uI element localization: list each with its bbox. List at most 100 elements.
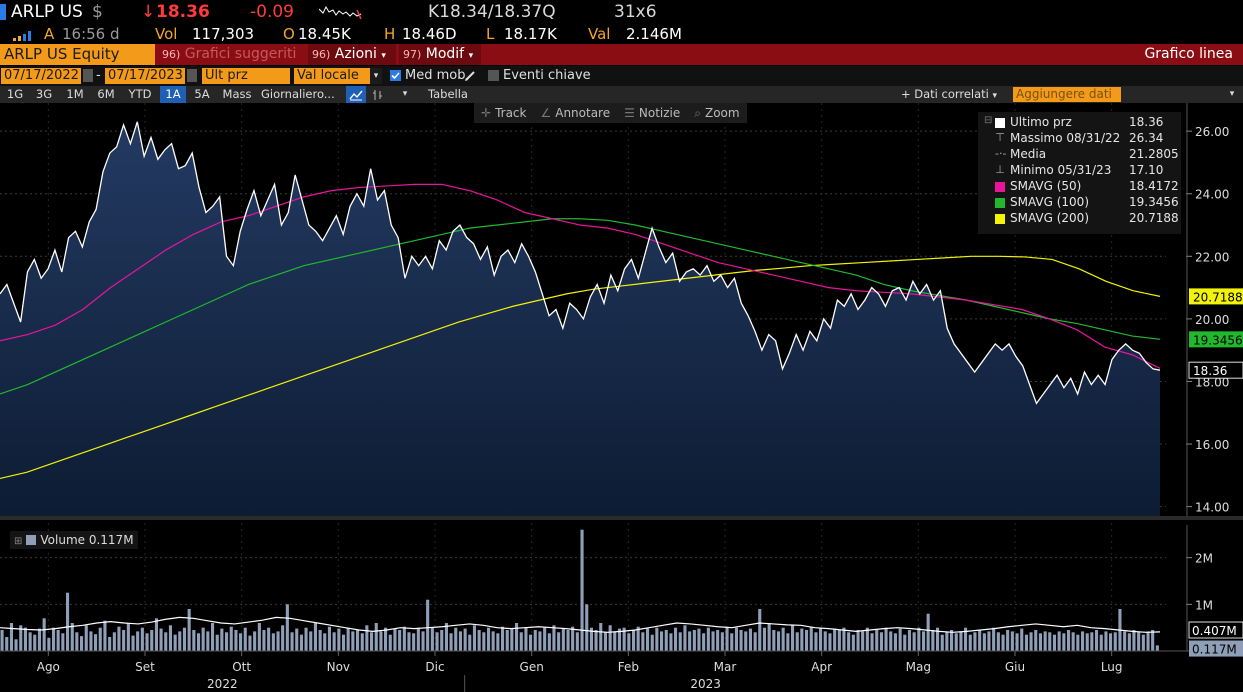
volume-bar bbox=[1137, 632, 1141, 651]
volume-bar bbox=[379, 631, 383, 651]
volume-bar bbox=[1006, 630, 1010, 651]
volume-bar bbox=[889, 631, 893, 651]
volume-bar bbox=[384, 627, 388, 651]
year-label: 2023 bbox=[690, 677, 721, 691]
price-volume-chart[interactable]: 26.00 24.00 22.00 20.00 18.00 16.00 14.00 2M 1M A… bbox=[0, 103, 1243, 692]
volume-bar bbox=[1062, 633, 1066, 651]
legend-row[interactable]: ⊥ Minimo 05/31/23 17.10 bbox=[978, 163, 1181, 179]
volume-bar bbox=[650, 634, 654, 651]
volume-bar bbox=[996, 632, 1000, 651]
volume-bar bbox=[823, 631, 827, 651]
period-max-button[interactable]: Mass bbox=[222, 87, 252, 101]
track-tool[interactable]: ✛ Track bbox=[474, 103, 533, 123]
legend-row[interactable]: SMAVG (50) 18.4172 bbox=[978, 179, 1181, 195]
volume-bar bbox=[211, 623, 215, 651]
pane-divider[interactable] bbox=[0, 516, 1243, 520]
key-events-label[interactable]: Eventi chiave bbox=[503, 68, 591, 83]
related-data-button[interactable]: + Dati correlati ▾ bbox=[897, 86, 1001, 103]
bid-ask-size: 31x6 bbox=[614, 2, 657, 22]
volume-bar bbox=[529, 634, 533, 651]
volume-bar bbox=[257, 623, 261, 651]
volume-bar bbox=[1001, 634, 1005, 651]
volume-bar bbox=[206, 631, 210, 651]
volume-bar bbox=[973, 632, 977, 651]
volume-legend[interactable]: ⊞ Volume 0.117M bbox=[10, 531, 138, 549]
zoom-tool[interactable]: ⌕ Zoom bbox=[687, 103, 746, 123]
start-date-field[interactable]: 07/17/2022 bbox=[1, 68, 81, 84]
pencil-icon[interactable] bbox=[464, 70, 476, 82]
legend-row[interactable]: SMAVG (100) 19.3456 bbox=[978, 195, 1181, 211]
moving-avg-checkbox[interactable] bbox=[390, 70, 401, 81]
add-data-field[interactable]: Aggiungere dati bbox=[1013, 87, 1121, 102]
volume-bar bbox=[720, 632, 724, 651]
legend-row[interactable]: ⊟ Ultimo prz 18.36 bbox=[978, 115, 1181, 131]
frequency-select[interactable]: Giornaliero... bbox=[261, 86, 343, 103]
add-data-chevron-down-icon[interactable]: ▾ bbox=[1229, 89, 1235, 99]
volume-expand-icon[interactable]: ⊞ bbox=[14, 536, 23, 547]
volume-bar bbox=[421, 631, 425, 651]
period-3d-button[interactable]: 3G bbox=[35, 87, 53, 101]
suggested-charts-button[interactable]: 96) Grafici suggeriti bbox=[158, 44, 304, 65]
line-chart-icon[interactable] bbox=[346, 86, 366, 103]
key-events-checkbox[interactable] bbox=[488, 70, 499, 81]
volume-bar bbox=[356, 630, 360, 651]
end-calendar-icon[interactable] bbox=[187, 69, 197, 82]
volume-bar bbox=[1020, 628, 1024, 651]
news-tool[interactable]: ☰ Notizie bbox=[617, 103, 687, 123]
period-1d-button[interactable]: 1G bbox=[6, 87, 24, 101]
volume-bar bbox=[777, 631, 781, 651]
volume-bar bbox=[762, 627, 766, 651]
legend-row[interactable]: SMAVG (200) 20.7188 bbox=[978, 211, 1181, 227]
start-calendar-icon[interactable] bbox=[83, 69, 93, 82]
period-1y-button[interactable]: 1A bbox=[160, 86, 186, 103]
ticker[interactable]: ARLP US bbox=[11, 2, 83, 22]
volume-bar bbox=[1123, 631, 1127, 651]
volume-bar bbox=[281, 625, 285, 651]
volume-bar bbox=[66, 592, 70, 651]
security-field[interactable]: ARLP US Equity bbox=[0, 44, 155, 65]
volume-bar bbox=[173, 634, 177, 651]
volume-bar bbox=[56, 630, 60, 651]
volume-bar bbox=[982, 633, 986, 651]
price-field-select[interactable]: Ult prz bbox=[202, 68, 290, 84]
end-date-field[interactable]: 07/17/2023 bbox=[105, 68, 185, 84]
legend-row[interactable]: ⊤ Massimo 08/31/22 26.34 bbox=[978, 131, 1181, 147]
volume-bar bbox=[327, 626, 331, 651]
bar-chart-icon[interactable] bbox=[370, 86, 386, 103]
currency-select[interactable]: Val locale ▾ bbox=[294, 68, 382, 84]
volume-bar bbox=[926, 613, 930, 651]
chart-type-title: Grafico linea bbox=[1144, 46, 1233, 62]
related-data-label: + Dati correlati bbox=[900, 87, 989, 101]
chart-tools: ✛ Track ∠ Annotare ☰ Notizie ⌕ Zoom bbox=[474, 103, 747, 123]
volume-value-label: 0.117M bbox=[1189, 640, 1243, 657]
volume-bar bbox=[940, 634, 944, 651]
volume-bar bbox=[426, 599, 430, 651]
volume-bar bbox=[402, 626, 406, 651]
edit-menu-button[interactable]: 97) Modif ▾ bbox=[399, 44, 481, 65]
period-1m-button[interactable]: 1M bbox=[66, 87, 84, 101]
period-ytd-button[interactable]: YTD bbox=[128, 87, 152, 101]
volume-bar bbox=[1052, 634, 1056, 651]
value-traded: 2.146M bbox=[626, 25, 682, 43]
volume-bar bbox=[435, 632, 439, 651]
volume-bar bbox=[140, 627, 144, 651]
volume-bar bbox=[262, 630, 266, 651]
legend-row[interactable]: -·- Media 21.2805 bbox=[978, 147, 1181, 163]
annotate-tool[interactable]: ∠ Annotare bbox=[533, 103, 617, 123]
chart-area[interactable]: 26.00 24.00 22.00 20.00 18.00 16.00 14.00 2M 1M A… bbox=[0, 103, 1243, 692]
legend-expand-icon[interactable]: ⊟ bbox=[984, 115, 993, 126]
volume-bar bbox=[954, 633, 958, 651]
volume-bar bbox=[622, 627, 626, 651]
moving-avg-label[interactable]: Med mob bbox=[405, 68, 466, 83]
period-5y-button[interactable]: 5A bbox=[194, 87, 210, 101]
volume-bar bbox=[458, 631, 462, 651]
last-value-label: 20.7188 bbox=[1189, 288, 1243, 305]
period-6m-button[interactable]: 6M bbox=[97, 87, 115, 101]
table-button[interactable]: Tabella bbox=[428, 87, 468, 101]
legend-value: 21.2805 bbox=[1129, 147, 1179, 161]
actions-menu-button[interactable]: 96) Azioni ▾ bbox=[308, 44, 396, 65]
chart-style-chevron-down-icon[interactable]: ▾ bbox=[402, 89, 408, 99]
volume-bar bbox=[599, 623, 603, 651]
volume-bar bbox=[103, 620, 107, 651]
currency-icon: $ bbox=[92, 2, 103, 22]
